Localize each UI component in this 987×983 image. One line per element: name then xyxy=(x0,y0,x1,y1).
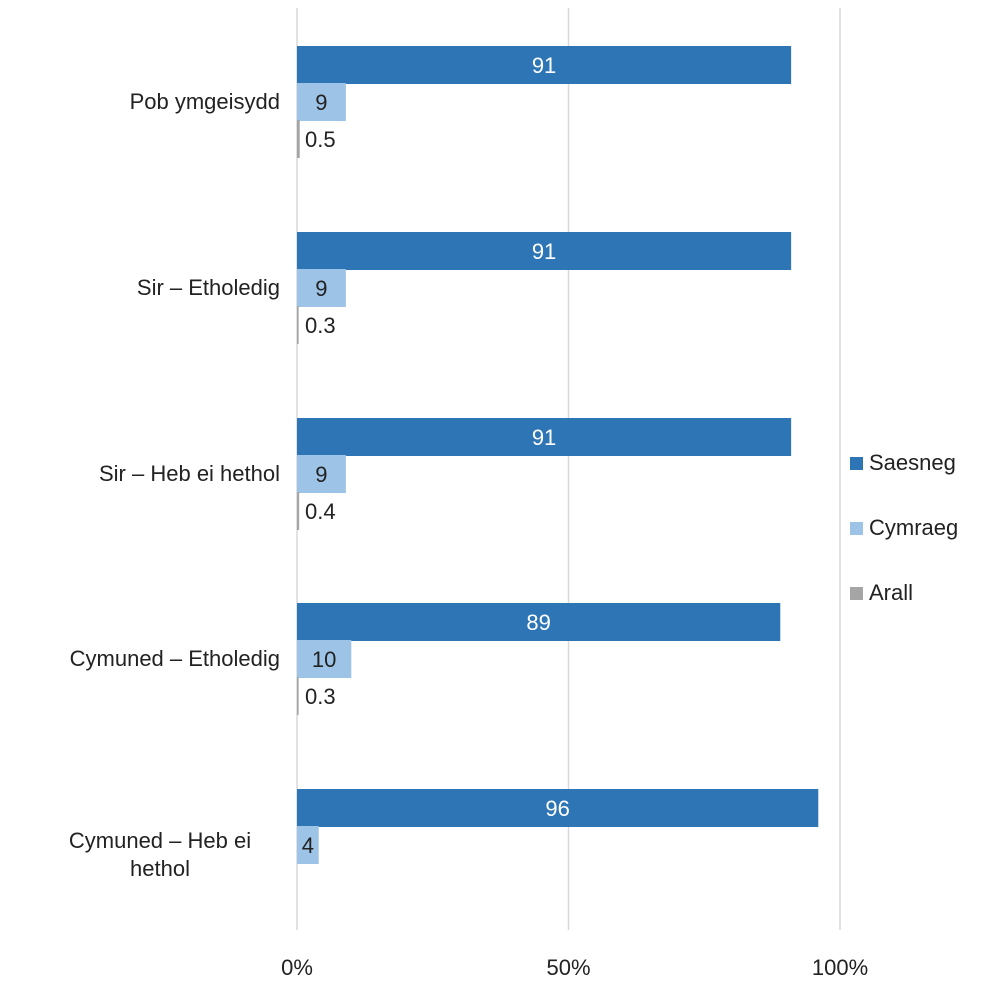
legend-item-saesneg: Saesneg xyxy=(850,448,958,478)
legend-item-arall: Arall xyxy=(850,578,958,608)
data-label-saesneg-1: 91 xyxy=(532,239,556,264)
x-tick-label: 0% xyxy=(281,955,313,980)
x-tick-label: 100% xyxy=(812,955,868,980)
category-label-line: Cymuned – Etholedig xyxy=(0,645,280,673)
category-label: Cymuned – Heb ei hethol xyxy=(55,827,265,883)
legend-label-arall: Arall xyxy=(869,580,913,606)
data-label-arall-0: 0.5 xyxy=(305,127,336,152)
data-label-arall-3: 0.3 xyxy=(305,684,336,709)
bar-arall-3 xyxy=(297,677,299,715)
data-label-saesneg-0: 91 xyxy=(532,53,556,78)
data-label-saesneg-2: 91 xyxy=(532,425,556,450)
data-label-cymraeg-4: 4 xyxy=(302,833,314,858)
legend: Saesneg Cymraeg Arall xyxy=(850,448,958,643)
data-label-cymraeg-1: 9 xyxy=(315,276,327,301)
category-label: Pob ymgeisydd xyxy=(0,88,280,116)
legend-label-saesneg: Saesneg xyxy=(869,450,956,476)
category-label-line: hethol xyxy=(55,855,265,883)
category-label-line: Pob ymgeisydd xyxy=(0,88,280,116)
category-label-line: Sir – Etholedig xyxy=(0,274,280,302)
category-label-line: Sir – Heb ei hethol xyxy=(0,460,280,488)
bar-arall-2 xyxy=(297,492,299,530)
data-label-arall-1: 0.3 xyxy=(305,313,336,338)
data-label-cymraeg-3: 10 xyxy=(312,647,336,672)
category-label: Sir – Etholedig xyxy=(0,274,280,302)
legend-swatch-saesneg xyxy=(850,457,863,470)
category-label-line: Cymuned – Heb ei xyxy=(55,827,265,855)
x-tick-label: 50% xyxy=(546,955,590,980)
bar-arall-1 xyxy=(297,306,299,344)
data-label-cymraeg-2: 9 xyxy=(315,462,327,487)
legend-label-cymraeg: Cymraeg xyxy=(869,515,958,541)
data-label-arall-2: 0.4 xyxy=(305,499,336,524)
legend-item-cymraeg: Cymraeg xyxy=(850,513,958,543)
legend-swatch-cymraeg xyxy=(850,522,863,535)
data-label-cymraeg-0: 9 xyxy=(315,90,327,115)
data-label-saesneg-3: 89 xyxy=(526,610,550,635)
legend-swatch-arall xyxy=(850,587,863,600)
bar-arall-0 xyxy=(297,120,300,158)
data-label-saesneg-4: 96 xyxy=(545,796,569,821)
category-label: Cymuned – Etholedig xyxy=(0,645,280,673)
category-label: Sir – Heb ei hethol xyxy=(0,460,280,488)
